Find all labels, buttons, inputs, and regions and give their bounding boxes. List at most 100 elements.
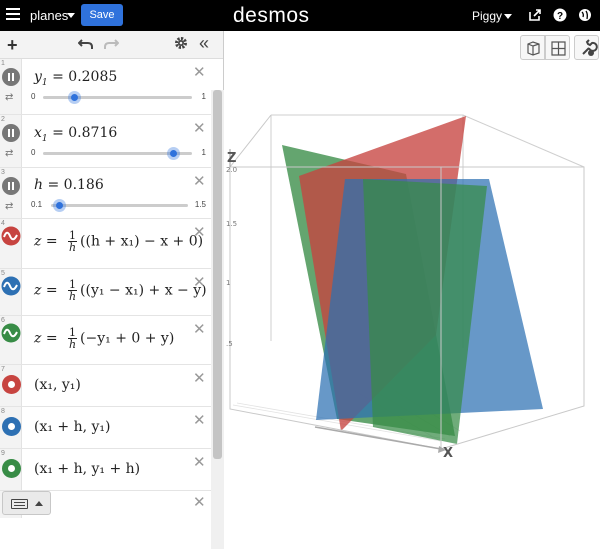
slider-knob[interactable]	[53, 199, 67, 212]
math-expression[interactable]: y1 = 0.2085	[34, 69, 117, 88]
expression-gutter: 6	[0, 316, 22, 364]
expression-gutter: 2 ⇄	[0, 115, 22, 167]
lhs: z	[34, 233, 42, 250]
blue-surface-icon[interactable]	[1, 276, 21, 296]
expression-row[interactable]: 7 (x₁, y₁) ✕	[0, 365, 211, 407]
delete-icon[interactable]: ✕	[193, 454, 206, 471]
equals: =	[45, 282, 58, 299]
x-axis	[314, 426, 442, 450]
green-surface-icon[interactable]	[1, 323, 21, 343]
loop-icon[interactable]: ⇄	[5, 92, 14, 103]
expression-row[interactable]: 3 ⇄ h = 0.186 0.1 1.5 ✕	[0, 168, 211, 219]
2d-view-button[interactable]	[545, 35, 570, 60]
hamburger-menu-icon[interactable]	[6, 8, 20, 22]
green-plane-front	[363, 179, 487, 444]
slider-max: 1.5	[194, 200, 206, 209]
delete-icon[interactable]: ✕	[193, 173, 206, 190]
expression-panel: + « 1 ⇄ y1 = 0.2085 0 1 ✕ 2	[0, 31, 224, 549]
delete-icon[interactable]: ✕	[193, 494, 206, 511]
expression-toolbar: + «	[0, 31, 223, 59]
math-expression[interactable]: z = 1 h ((y₁ − x₁) + x − y)	[34, 279, 207, 302]
expression-row[interactable]: 6 z = 1 h (−y₁ + 0 + y) ✕	[0, 316, 211, 365]
add-item-icon[interactable]: +	[7, 35, 18, 55]
graph-canvas[interactable]: Z X 2.0 1.5 1 .5	[225, 31, 600, 518]
gear-icon[interactable]	[174, 36, 188, 50]
expression-gutter: 8	[0, 407, 22, 448]
scrollbar-thumb[interactable]	[213, 90, 222, 459]
lhs: z	[34, 330, 42, 347]
math-expression[interactable]: (x₁, y₁)	[34, 377, 81, 393]
row-number: 8	[1, 408, 5, 415]
expression-scrollbar[interactable]	[211, 90, 224, 549]
slider-knob[interactable]	[166, 147, 180, 160]
math-expression[interactable]: (x₁ + h, y₁ + h)	[34, 461, 141, 477]
delete-icon[interactable]: ✕	[193, 370, 206, 387]
top-bar: planes Save desmos Piggy ?	[0, 0, 600, 31]
subscript: 1	[41, 133, 48, 144]
3d-view-button[interactable]	[520, 35, 545, 60]
delete-icon[interactable]: ✕	[193, 64, 206, 81]
denominator: h	[68, 290, 77, 303]
expression-row[interactable]: 9 (x₁ + h, y₁ + h) ✕	[0, 449, 211, 491]
desmos-logo: desmos	[233, 4, 310, 27]
slider-value: = 0.2085	[52, 69, 118, 85]
math-expression[interactable]: z = 1 h (−y₁ + 0 + y)	[34, 327, 174, 350]
help-icon[interactable]: ?	[553, 8, 567, 22]
expression-row[interactable]: 4 z = 1 h ((h + x₁) − x + 0) ✕	[0, 219, 211, 269]
slider-knob[interactable]	[68, 91, 82, 104]
loop-icon[interactable]: ⇄	[5, 148, 14, 159]
cube-icon	[527, 41, 540, 56]
math-expression[interactable]: h = 0.186	[34, 177, 104, 193]
numerator: 1	[68, 278, 78, 291]
expression-gutter: 3 ⇄	[0, 168, 22, 218]
slider-variable: y	[34, 69, 42, 85]
slider[interactable]: 0 1	[31, 90, 206, 104]
slider-track[interactable]	[43, 91, 192, 104]
delete-icon[interactable]: ✕	[193, 321, 206, 338]
blue-point-icon[interactable]	[2, 417, 21, 436]
pause-icon[interactable]	[2, 177, 20, 195]
expression-row[interactable]: 2 ⇄ x1 = 0.8716 0 1 ✕	[0, 115, 211, 168]
expression-gutter: 9	[0, 449, 22, 490]
pause-icon[interactable]	[2, 68, 20, 86]
share-icon[interactable]	[528, 8, 542, 22]
graph-settings-button[interactable]	[574, 35, 599, 60]
row-number: 4	[1, 220, 5, 227]
expression-row[interactable]: 1 ⇄ y1 = 0.2085 0 1 ✕	[0, 59, 211, 115]
slider-track[interactable]	[43, 147, 192, 160]
x-axis-arrow-icon	[438, 446, 446, 453]
expression-row[interactable]: 5 z = 1 h ((y₁ − x₁) + x − y) ✕	[0, 269, 211, 316]
globe-icon[interactable]	[578, 8, 592, 22]
undo-icon[interactable]	[78, 37, 94, 51]
z-tick: 2.0	[226, 166, 237, 174]
slider-max: 1	[201, 92, 206, 101]
math-expression[interactable]: (x₁ + h, y₁)	[34, 419, 111, 435]
user-menu-chevron-down-icon[interactable]	[504, 14, 512, 19]
green-point-icon[interactable]	[2, 459, 21, 478]
red-point-icon[interactable]	[2, 375, 21, 394]
collapse-panel-icon[interactable]: «	[199, 33, 210, 53]
loop-icon[interactable]: ⇄	[5, 201, 14, 212]
delete-icon[interactable]: ✕	[193, 412, 206, 429]
slider[interactable]: 0 1	[31, 146, 206, 160]
slider[interactable]: 0.1 1.5	[31, 198, 206, 212]
save-button[interactable]: Save	[81, 4, 123, 26]
expression-body: ((h + x₁) − x + 0)	[80, 233, 204, 250]
math-expression[interactable]: z = 1 h ((h + x₁) − x + 0)	[34, 230, 203, 253]
slider-min: 0.1	[31, 200, 43, 209]
3d-plot[interactable]: Z X 2.0 1.5 1 .5	[225, 31, 600, 518]
slider-track[interactable]	[51, 199, 188, 212]
graph-menu-chevron-down-icon[interactable]	[67, 13, 75, 18]
delete-icon[interactable]: ✕	[193, 120, 206, 137]
delete-icon[interactable]: ✕	[193, 274, 206, 291]
math-expression[interactable]: x1 = 0.8716	[34, 125, 117, 144]
keyboard-toggle-button[interactable]	[2, 491, 51, 515]
delete-icon[interactable]: ✕	[193, 224, 206, 241]
expression-row[interactable]: 8 (x₁ + h, y₁) ✕	[0, 407, 211, 449]
user-menu[interactable]: Piggy	[472, 9, 503, 23]
pause-icon[interactable]	[2, 124, 20, 142]
denominator: h	[68, 338, 77, 351]
red-surface-icon[interactable]	[1, 226, 21, 246]
graph-title[interactable]: planes	[30, 8, 69, 23]
redo-icon[interactable]	[103, 37, 119, 51]
